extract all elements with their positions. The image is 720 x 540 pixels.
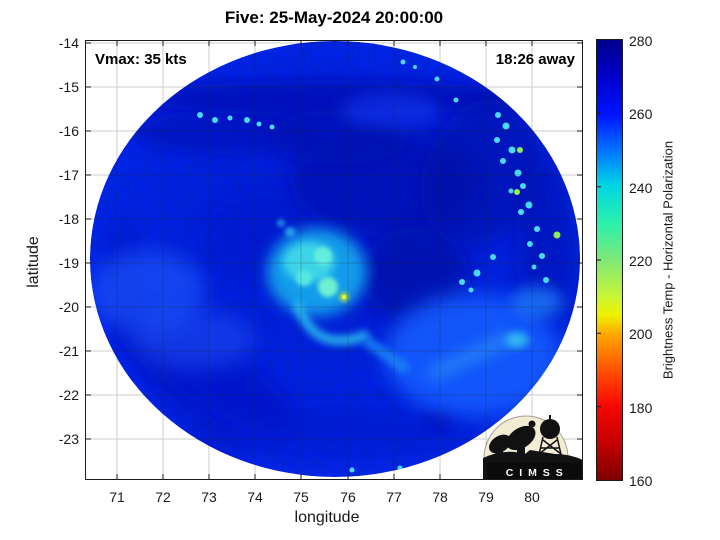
x-axis-label: longitude [294,509,360,526]
plot-title: Five: 25-May-2024 20:00:00 [224,8,444,27]
colorbar-tick-label: 260 [629,106,653,122]
x-tick-label: 78 [432,489,448,505]
axis-ticks [85,40,583,480]
colorbar-tick-label: 240 [629,180,653,196]
x-tick-label: 74 [247,489,263,505]
x-tick-label: 76 [340,489,356,505]
plot-area: C I M S S Vmax: 35 kts 18:26 away [85,40,583,480]
colorbar-tick-label: 280 [629,33,653,49]
colorbar [596,39,623,481]
y-tick-label: -23 [58,431,79,447]
plot-border [85,40,583,480]
storm-microwave-image: C I M S S [85,40,583,480]
storm-disk [90,41,580,477]
cimss-logo-text: C I M S S [506,467,564,479]
gridlines [85,40,583,480]
colorbar-axis-label: Brightness Temp - Horizontal Polarizatio… [660,140,676,380]
vmax-annotation: Vmax: 35 kts [95,51,187,68]
colorbar-tick-label: 160 [629,473,653,489]
colorbar-tick-label: 180 [629,400,653,416]
cimss-logo: C I M S S [483,415,583,480]
y-tick-label: -22 [58,387,79,403]
y-tick-label: -16 [58,123,79,139]
colorbar-tick-label: 220 [629,253,653,269]
y-tick-label: -20 [58,299,79,315]
y-tick-label: -17 [58,167,79,183]
x-tick-label: 72 [155,489,171,505]
x-tick-label: 71 [109,489,125,505]
x-tick-label: 73 [201,489,217,505]
colorbar-tick-label: 200 [629,326,653,342]
x-tick-label: 75 [293,489,309,505]
x-tick-label: 80 [524,489,540,505]
x-tick-label: 77 [386,489,402,505]
y-tick-label: -18 [58,211,79,227]
y-axis-label: latitude [25,236,42,288]
colorbar-ticks [597,112,601,408]
x-tick-label: 79 [478,489,494,505]
y-tick-label: -21 [58,343,79,359]
eta-annotation: 18:26 away [495,51,575,68]
water-tower-icon [540,419,560,439]
y-tick-label: -14 [58,35,79,51]
y-tick-label: -19 [58,255,79,271]
y-tick-label: -15 [58,79,79,95]
